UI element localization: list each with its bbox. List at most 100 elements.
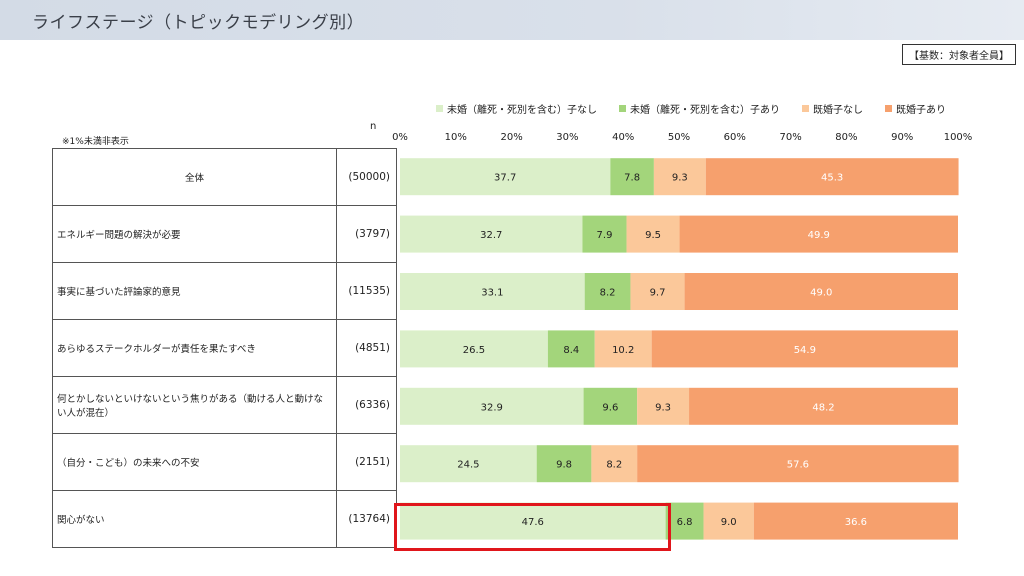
data-label: 9.6 <box>602 402 618 413</box>
bar-segment <box>703 502 754 540</box>
bar-segment <box>400 273 585 310</box>
category-label: 何とかしないといけないという焦りがある（動ける人と動けない人が混在） <box>51 376 338 434</box>
sample-size: (50000) <box>336 148 397 206</box>
data-label: 9.0 <box>721 517 737 528</box>
legend-item: 未婚（離死・死別を含む）子あり <box>619 101 780 116</box>
bar-segment <box>547 330 595 368</box>
basis-label: 【基数：対象者全員】 <box>902 44 1016 65</box>
highlight-box <box>394 503 671 551</box>
x-tick-label: 40% <box>612 132 634 143</box>
table-row: 事実に基づいた評論家的意見 (11535) <box>51 262 397 320</box>
bar-segment <box>637 445 959 483</box>
bar-segment <box>679 215 958 253</box>
sample-size: (3797) <box>336 205 397 263</box>
bar-segment <box>689 387 958 425</box>
bar-segment <box>584 273 631 310</box>
data-label: 47.6 <box>522 517 544 528</box>
legend-item: 既婚子なし <box>802 101 863 116</box>
data-label: 49.0 <box>810 288 832 299</box>
data-label: 54.9 <box>794 345 816 356</box>
bar-segment <box>651 330 958 368</box>
table-row: 関心がない (13764) <box>51 490 397 548</box>
bar-segment <box>400 330 548 368</box>
n-column-header: n <box>370 121 377 132</box>
category-label: （自分・こども）の未来への不安 <box>51 433 338 491</box>
data-label: 6.8 <box>677 517 693 528</box>
bar-segment <box>637 387 690 425</box>
data-label: 8.2 <box>600 288 616 299</box>
data-label: 9.7 <box>650 288 666 299</box>
table-row: （自分・こども）の未来への不安 (2151) <box>51 433 397 491</box>
bar-segment <box>705 158 959 196</box>
data-label: 9.5 <box>645 230 661 241</box>
page-title: ライフステージ（トピックモデリング別） <box>32 13 365 33</box>
data-label: 7.9 <box>597 230 613 241</box>
legend-label: 未婚（離死・死別を含む）子なし <box>447 105 597 116</box>
x-tick-label: 0% <box>392 132 408 143</box>
x-tick-label: 20% <box>500 132 522 143</box>
x-tick-label: 90% <box>891 132 913 143</box>
data-label: 49.9 <box>808 230 830 241</box>
data-label: 32.7 <box>480 230 502 241</box>
data-label: 10.2 <box>612 345 634 356</box>
category-label: 関心がない <box>51 490 338 548</box>
legend-label: 未婚（離死・死別を含む）子あり <box>630 105 780 116</box>
bar-segment <box>400 158 611 196</box>
x-tick-label: 100% <box>944 132 973 143</box>
table-row: 何とかしないといけないという焦りがある（動ける人と動けない人が混在） (6336… <box>51 376 397 434</box>
legend-item: 未婚（離死・死別を含む）子なし <box>436 101 597 116</box>
x-tick-label: 50% <box>668 132 690 143</box>
header-bar: ライフステージ（トピックモデリング別） <box>0 0 1024 40</box>
bar-segment <box>653 158 706 196</box>
bar-segment <box>684 273 958 310</box>
bar-segment <box>594 330 652 368</box>
bar-segment <box>536 445 592 483</box>
data-label: 36.6 <box>845 517 867 528</box>
x-tick-label: 70% <box>779 132 801 143</box>
bar-segment <box>630 273 685 310</box>
table-row: あらゆるステークホルダーが責任を果たすべき (4851) <box>51 319 397 377</box>
category-label: あらゆるステークホルダーが責任を果たすべき <box>51 319 338 377</box>
bar-segment <box>400 215 583 253</box>
x-tick-label: 60% <box>724 132 746 143</box>
x-tick-label: 30% <box>556 132 578 143</box>
bar-segment <box>753 502 958 540</box>
data-label: 24.5 <box>457 460 479 471</box>
sample-size: (11535) <box>336 262 397 320</box>
bar-segment <box>582 215 627 253</box>
legend-label: 既婚子なし <box>813 105 863 116</box>
data-label: 8.4 <box>563 345 579 356</box>
legend-swatch <box>436 105 443 112</box>
threshold-note: ※1%未満非表示 <box>62 137 129 147</box>
data-label: 9.8 <box>556 460 572 471</box>
data-label: 26.5 <box>463 345 485 356</box>
legend-swatch <box>619 105 626 112</box>
legend-item: 既婚子あり <box>885 101 946 116</box>
bar-segment <box>665 502 704 540</box>
chart-legend: 未婚（離死・死別を含む）子なし 未婚（離死・死別を含む）子あり 既婚子なし 既婚… <box>436 101 946 116</box>
bar-segment <box>610 158 654 196</box>
data-label: 37.7 <box>494 173 516 184</box>
legend-swatch <box>802 105 809 112</box>
x-tick-label: 10% <box>445 132 467 143</box>
data-label: 8.2 <box>606 460 622 471</box>
table-row: 全体 (50000) <box>51 148 397 206</box>
bar-segment <box>591 445 638 483</box>
legend-swatch <box>885 105 892 112</box>
x-tick-label: 80% <box>835 132 857 143</box>
data-label: 48.2 <box>812 402 834 413</box>
category-label: 全体 <box>51 148 338 206</box>
bar-segment <box>583 387 638 425</box>
sample-size: (4851) <box>336 319 397 377</box>
data-label: 32.9 <box>481 402 503 413</box>
bar-segment <box>400 387 584 425</box>
data-label: 9.3 <box>655 402 671 413</box>
data-label: 7.8 <box>624 173 640 184</box>
legend-label: 既婚子あり <box>896 105 946 116</box>
data-label: 45.3 <box>821 173 843 184</box>
bar-segment <box>400 502 666 540</box>
data-label: 33.1 <box>481 288 503 299</box>
bar-segment <box>626 215 680 253</box>
category-table: 全体 (50000) エネルギー問題の解決が必要 (3797) 事実に基づいた評… <box>51 148 397 548</box>
